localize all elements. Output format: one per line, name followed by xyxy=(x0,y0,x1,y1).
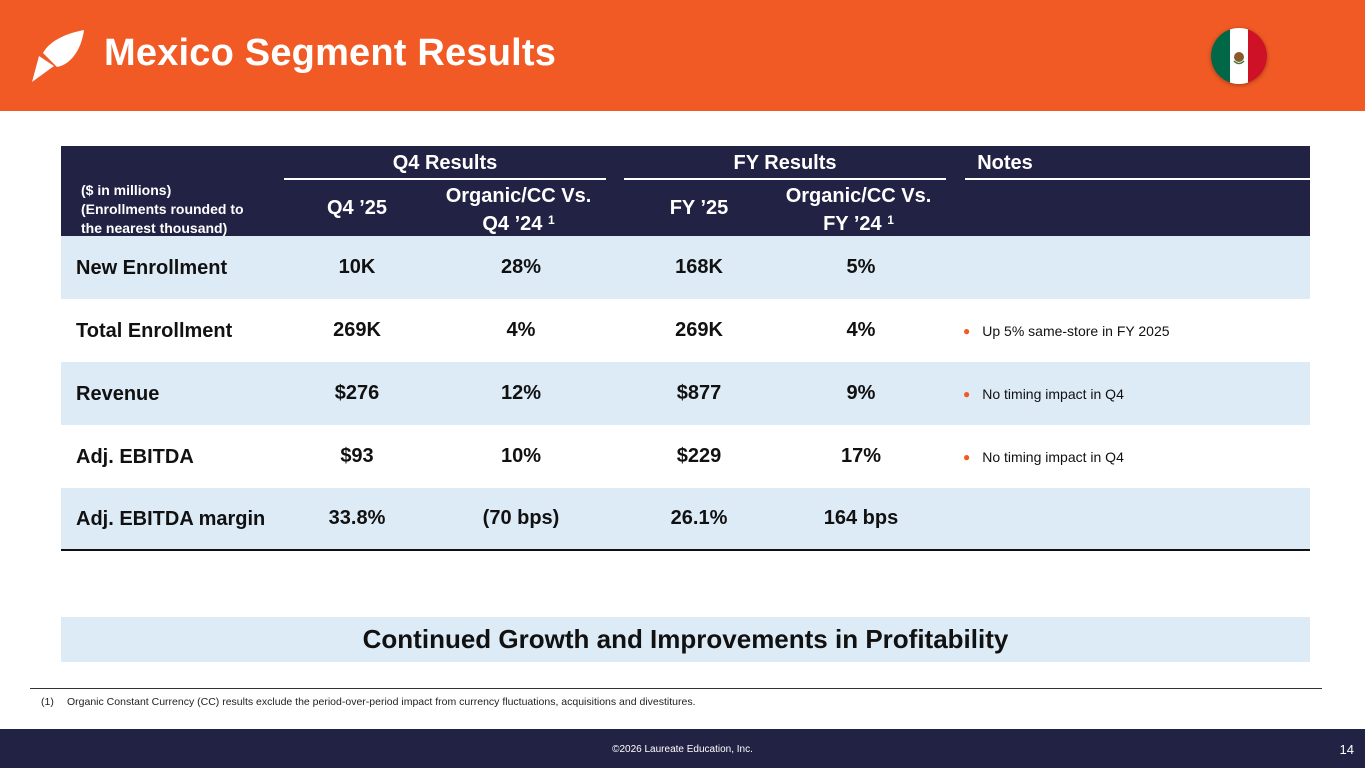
row-label: Revenue xyxy=(76,382,160,405)
row-label: Total Enrollment xyxy=(76,319,233,342)
table-row: New Enrollment 10K 28% 168K 5% xyxy=(61,236,1310,299)
summary-banner: Continued Growth and Improvements in Pro… xyxy=(61,617,1310,662)
fy-value: 269K xyxy=(675,319,723,341)
q4-value: $276 xyxy=(334,382,380,404)
q4-value: 33.8% xyxy=(328,507,386,529)
q4-change: 12% xyxy=(500,382,542,404)
fy-change: 9% xyxy=(846,382,876,404)
q4-change: (70 bps) xyxy=(482,507,560,529)
group-divider-q4 xyxy=(284,178,606,180)
q4-value: 10K xyxy=(338,256,376,278)
q4-change: 28% xyxy=(500,256,542,278)
fy-value: $229 xyxy=(676,445,722,467)
fy-value: 26.1% xyxy=(670,507,728,529)
column-header-fy-change: Organic/CC Vs. FY ’24 1 xyxy=(785,185,932,235)
fy-change: 164 bps xyxy=(823,507,899,529)
table-header: ($ in millions) (Enrollments rounded to … xyxy=(61,146,1310,236)
row-note: ● No timing impact in Q4 xyxy=(963,448,1124,465)
row-label: Adj. EBITDA margin xyxy=(76,507,266,530)
mexico-flag-icon xyxy=(1211,28,1267,84)
group-header-q4: Q4 Results xyxy=(392,152,498,174)
footer-bar: ©2026 Laureate Education, Inc. 14 xyxy=(0,729,1365,768)
column-header-q4-current: Q4 ’25 xyxy=(326,197,388,219)
page-title: Mexico Segment Results xyxy=(104,32,557,74)
table-row: Revenue $276 12% $877 9% ● No timing impa… xyxy=(61,362,1310,425)
group-header-fy: FY Results xyxy=(733,152,837,174)
q4-change: 10% xyxy=(500,445,542,467)
table-row: Total Enrollment 269K 4% 269K 4% ● Up 5% … xyxy=(61,299,1310,362)
fy-change: 4% xyxy=(846,319,876,341)
q4-value: 269K xyxy=(333,319,381,341)
column-header-fy-current: FY ’25 xyxy=(669,197,729,219)
group-divider-fy xyxy=(624,178,946,180)
row-note: ● No timing impact in Q4 xyxy=(963,385,1124,402)
fy-value: $877 xyxy=(676,382,722,404)
row-label: Adj. EBITDA xyxy=(76,445,194,468)
fy-value: 168K xyxy=(675,256,723,278)
table-bottom-rule xyxy=(61,549,1310,551)
copyright: ©2026 Laureate Education, Inc. xyxy=(612,744,753,755)
header-bar: Mexico Segment Results xyxy=(0,0,1365,111)
fy-change: 17% xyxy=(840,445,882,467)
row-label: New Enrollment xyxy=(76,256,228,279)
footnote-divider xyxy=(30,688,1322,689)
row-note: ● Up 5% same-store in FY 2025 xyxy=(963,322,1170,339)
leaf-logo-icon xyxy=(32,30,84,82)
bullet-icon: ● xyxy=(963,323,971,338)
units-note: ($ in millions) (Enrollments rounded to … xyxy=(81,182,244,236)
group-header-notes: Notes xyxy=(977,152,1033,174)
bullet-icon: ● xyxy=(963,449,971,464)
fy-change: 5% xyxy=(846,256,876,278)
footnote-number: (1) xyxy=(41,696,54,708)
q4-change: 4% xyxy=(506,319,536,341)
group-divider-notes xyxy=(965,178,1310,180)
footnote: (1) Organic Constant Currency (CC) result… xyxy=(41,696,696,708)
q4-value: $93 xyxy=(340,445,374,467)
bullet-icon: ● xyxy=(963,386,971,401)
column-header-q4-change: Organic/CC Vs. Q4 ’24 1 xyxy=(445,185,592,235)
page-number: 14 xyxy=(1339,742,1354,757)
table-row: Adj. EBITDA margin 33.8% (70 bps) 26.1% … xyxy=(61,488,1310,549)
table-row: Adj. EBITDA $93 10% $229 17% ● No timing … xyxy=(61,425,1310,488)
footnote-text: Organic Constant Currency (CC) results e… xyxy=(67,696,696,708)
